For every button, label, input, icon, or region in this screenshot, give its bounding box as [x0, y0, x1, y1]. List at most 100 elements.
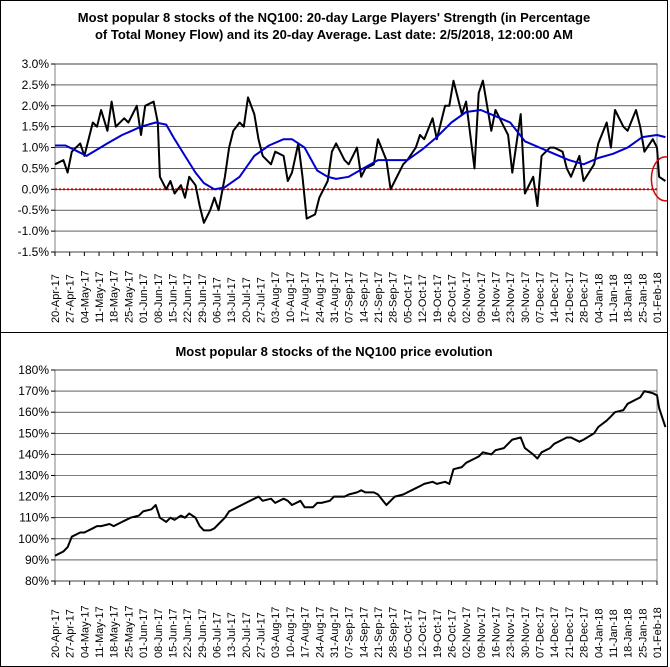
price-y-tick-label: 180%: [18, 363, 49, 377]
price-x-tick-label: 29-Jun-17: [197, 608, 209, 658]
price-line: [54, 390, 667, 557]
strength-x-tick-label: 25-May-17: [123, 270, 135, 323]
price-x-tick-label: 15-Jun-17: [167, 608, 179, 658]
price-x-tick-label: 22-Jun-17: [182, 608, 194, 658]
strength-y-tick-label: -0.5%: [18, 203, 50, 217]
price-x-tick-label: 14-Sep-17: [358, 607, 370, 658]
price-x-tick-label: 21-Sep-17: [373, 607, 385, 658]
price-chart-panel: Most popular 8 stocks of the NQ100 price…: [0, 332, 668, 667]
price-x-tick-label: 19-Oct-17: [432, 609, 444, 658]
price-x-tick-label: 01-Feb-18: [652, 607, 664, 658]
strength-x-tick-label: 20-Jul-17: [241, 277, 253, 323]
strength-x-tick-label: 18-Jan-18: [623, 273, 635, 323]
price-y-tick-label: 100%: [18, 532, 49, 546]
strength-x-tick-label: 04-Jan-18: [593, 273, 605, 323]
price-x-tick-label: 16-Nov-17: [490, 607, 502, 658]
price-y-tick-label: 140%: [18, 447, 49, 461]
price-x-tick-label: 10-Aug-17: [285, 607, 297, 658]
strength-y-tick-label: 2.0%: [22, 99, 50, 113]
average-line: [55, 109, 666, 191]
strength-x-tick-label: 20-Apr-17: [50, 274, 62, 323]
price-x-tick-label: 11-Jan-18: [608, 609, 620, 658]
price-x-tick-label: 06-Jul-17: [212, 612, 224, 658]
price-x-tick-label: 07-Sep-17: [344, 607, 356, 658]
strength-x-tick-label: 26-Oct-17: [446, 274, 458, 323]
price-x-tick-label: 25-May-17: [123, 605, 135, 658]
price-x-tick-label: 20-Apr-17: [50, 609, 62, 658]
price-x-tick-label: 24-Aug-17: [314, 607, 326, 658]
strength-x-tick-label: 10-Aug-17: [285, 272, 297, 323]
strength-x-tick-label: 28-Dec-17: [579, 272, 591, 323]
price-x-tick-label: 23-Nov-17: [505, 607, 517, 658]
price-x-tick-label: 28-Dec-17: [579, 607, 591, 658]
price-x-tick-label: 27-Jul-17: [256, 612, 268, 658]
price-y-tick-label: 160%: [18, 405, 49, 419]
price-chart: 80% 90% 100% 110% 120% 130% 140% 150% 160% 170% 18…: [18, 363, 667, 658]
strength-x-tick-label: 11-Jan-18: [608, 274, 620, 323]
strength-x-tick-label: 01-Jun-17: [138, 273, 150, 323]
strength-x-tick-label: 07-Dec-17: [535, 272, 547, 323]
strength-x-tick-label: 19-Oct-17: [432, 274, 444, 323]
strength-x-tick-label: 14-Dec-17: [549, 272, 561, 323]
price-x-tick-label: 14-Dec-17: [549, 607, 561, 658]
price-y-tick-label: 150%: [18, 426, 49, 440]
strength-y-tick-label: 0.5%: [22, 161, 50, 175]
price-y-tick-label: 110%: [19, 511, 49, 525]
strength-x-tick-label: 08-Jun-17: [153, 273, 165, 323]
price-x-tick-label: 12-Oct-17: [417, 609, 429, 658]
highlight-ellipse: [650, 156, 667, 202]
strength-x-tick-label: 27-Jul-17: [256, 277, 268, 323]
strength-x-tick-label: 15-Jun-17: [167, 273, 179, 323]
strength-x-tick-label: 03-Aug-17: [270, 272, 282, 323]
strength-x-tick-label: 24-Aug-17: [314, 272, 326, 323]
strength-chart-title: Most popular 8 stocks of the NQ100: 20-d…: [1, 9, 667, 43]
price-x-tick-label: 01-Jun-17: [138, 608, 150, 658]
price-x-tick-label: 04-May-17: [79, 605, 91, 658]
price-x-tick-label: 31-Aug-17: [329, 607, 341, 658]
price-x-tick-label: 25-Jan-18: [637, 608, 649, 658]
strength-x-tick-label: 12-Oct-17: [417, 274, 429, 323]
strength-x-tick-label: 05-Oct-17: [402, 274, 414, 323]
strength-y-tick-label: 1.0%: [22, 141, 50, 155]
strength-y-tick-label: 1.5%: [22, 120, 50, 134]
strength-y-tick-label: 2.5%: [22, 78, 50, 92]
strength-x-tick-label: 17-Aug-17: [300, 272, 312, 323]
strength-x-tick-label: 23-Nov-17: [505, 272, 517, 323]
strength-x-tick-label: 02-Nov-17: [461, 272, 473, 323]
strength-x-tick-label: 11-May-17: [94, 271, 106, 323]
price-x-tick-label: 07-Dec-17: [535, 607, 547, 658]
price-x-tick-label: 08-Jun-17: [153, 608, 165, 658]
strength-x-tick-label: 14-Sep-17: [358, 272, 370, 323]
strength-x-tick-label: 29-Jun-17: [197, 273, 209, 323]
price-x-tick-label: 30-Nov-17: [520, 607, 532, 658]
price-x-tick-label: 26-Oct-17: [446, 609, 458, 658]
strength-x-tick-label: 16-Nov-17: [490, 272, 502, 323]
strength-y-tick-label: -1.0%: [18, 224, 50, 238]
strength-y-tick-label: 0.0%: [22, 182, 50, 196]
strength-x-tick-label: 28-Sep-17: [388, 272, 400, 323]
price-y-tick-label: 80%: [25, 574, 49, 588]
strength-line: [54, 79, 666, 224]
price-x-tick-label: 27-Apr-17: [65, 609, 77, 658]
strength-y-tick-label: 3.0%: [22, 57, 50, 71]
strength-x-tick-label: 25-Jan-18: [637, 273, 649, 323]
price-x-tick-label: 18-Jan-18: [623, 608, 635, 658]
strength-chart-title-line-1: Most popular 8 stocks of the NQ100: 20-d…: [77, 10, 591, 25]
strength-x-tick-label: 27-Apr-17: [65, 274, 77, 323]
price-x-tick-label: 20-Jul-17: [241, 612, 253, 658]
price-x-tick-label: 02-Nov-17: [461, 607, 473, 658]
strength-x-tick-label: 07-Sep-17: [344, 272, 356, 323]
price-x-tick-label: 21-Dec-17: [564, 607, 576, 658]
strength-chart: -1.5% -1.0% -0.5% 0.0% 0.5% 1.0% 1.5% 2.0% 2.5% 3…: [18, 57, 667, 323]
price-x-tick-label: 11-May-17: [94, 606, 106, 658]
strength-x-tick-label: 21-Dec-17: [564, 272, 576, 323]
strength-y-tick-label: -1.5%: [18, 245, 50, 259]
price-x-tick-label: 05-Oct-17: [402, 609, 414, 658]
strength-x-tick-label: 09-Nov-17: [476, 272, 488, 323]
price-chart-title: Most popular 8 stocks of the NQ100 price…: [175, 344, 493, 359]
price-x-tick-label: 04-Jan-18: [593, 608, 605, 658]
price-x-tick-label: 13-Jul-17: [226, 612, 238, 658]
strength-plot-area: [54, 63, 658, 253]
price-x-tick-label: 18-May-17: [109, 605, 121, 658]
price-x-tick-label: 28-Sep-17: [388, 607, 400, 658]
